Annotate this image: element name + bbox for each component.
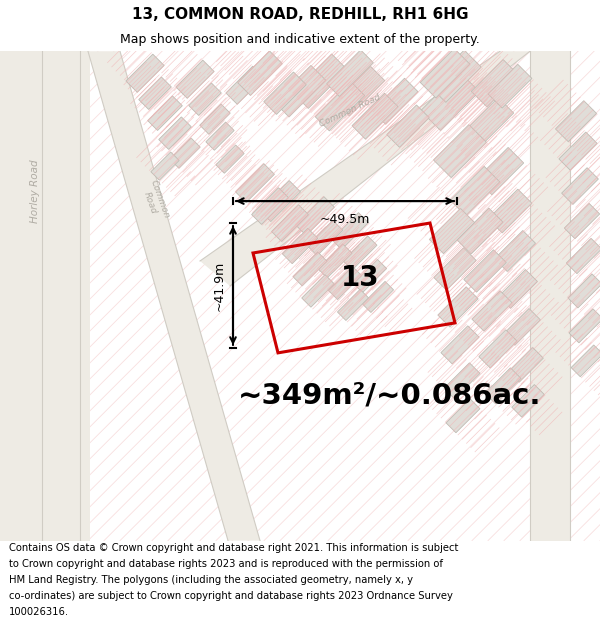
Polygon shape [444,363,480,399]
Polygon shape [264,72,306,114]
Polygon shape [457,208,503,254]
Text: ~41.9m: ~41.9m [212,261,226,311]
Polygon shape [88,51,260,541]
Polygon shape [512,384,544,417]
Polygon shape [559,132,597,170]
Polygon shape [272,204,308,241]
Text: co-ordinates) are subject to Crown copyright and database rights 2023 Ordnance S: co-ordinates) are subject to Crown copyr… [9,591,453,601]
Polygon shape [343,236,377,270]
Polygon shape [296,197,334,236]
Polygon shape [479,330,517,368]
Polygon shape [293,54,347,108]
Polygon shape [438,287,478,327]
Polygon shape [466,98,514,145]
Polygon shape [148,96,182,131]
Polygon shape [236,164,274,202]
Polygon shape [429,50,481,102]
Polygon shape [450,166,500,216]
Polygon shape [332,213,368,249]
Polygon shape [362,281,394,312]
Text: 13, COMMON ROAD, REDHILL, RH1 6HG: 13, COMMON ROAD, REDHILL, RH1 6HG [132,7,468,22]
Polygon shape [159,117,191,149]
Polygon shape [434,248,476,290]
Polygon shape [337,289,368,321]
Polygon shape [568,274,600,308]
Text: ~49.5m: ~49.5m [320,213,370,226]
Polygon shape [251,188,289,224]
Polygon shape [562,168,598,204]
Polygon shape [259,181,301,221]
Polygon shape [571,345,600,377]
Polygon shape [476,148,524,195]
Polygon shape [494,231,536,271]
Polygon shape [274,66,326,117]
Polygon shape [566,238,600,274]
Text: HM Land Registry. The polygons (including the associated geometry, namely x, y: HM Land Registry. The polygons (includin… [9,575,413,585]
Polygon shape [569,309,600,343]
Polygon shape [328,266,362,299]
Polygon shape [430,208,475,254]
Polygon shape [472,59,518,107]
Text: to Crown copyright and database rights 2023 and is reproduced with the permissio: to Crown copyright and database rights 2… [9,559,443,569]
Polygon shape [421,72,479,131]
Polygon shape [472,291,512,331]
Polygon shape [446,399,480,432]
Text: ~349m²/~0.086ac.: ~349m²/~0.086ac. [238,382,542,410]
Polygon shape [318,244,352,278]
Polygon shape [200,51,530,286]
Polygon shape [126,54,164,92]
Polygon shape [293,252,327,286]
Polygon shape [216,145,244,173]
Text: 100026316.: 100026316. [9,608,69,618]
Polygon shape [372,78,418,124]
Text: Common
Road: Common Road [139,179,171,223]
Polygon shape [556,101,596,142]
Polygon shape [488,64,532,108]
Polygon shape [189,83,221,116]
Polygon shape [226,66,264,104]
Polygon shape [488,189,532,233]
Polygon shape [352,93,398,139]
Polygon shape [387,105,429,148]
Polygon shape [307,221,343,256]
Text: Contains OS data © Crown copyright and database right 2021. This information is : Contains OS data © Crown copyright and d… [9,543,458,553]
Polygon shape [420,49,470,98]
Polygon shape [0,381,42,541]
Polygon shape [509,348,544,382]
Polygon shape [326,50,373,96]
Text: Map shows position and indicative extent of the property.: Map shows position and indicative extent… [120,34,480,46]
Polygon shape [441,326,479,364]
Polygon shape [283,228,317,264]
Polygon shape [200,104,230,134]
Polygon shape [176,60,214,98]
Text: 13: 13 [341,264,379,292]
Polygon shape [170,138,200,168]
Polygon shape [433,124,487,177]
Polygon shape [151,152,179,180]
Polygon shape [464,250,506,292]
Polygon shape [499,269,538,308]
Polygon shape [485,368,521,404]
Polygon shape [315,81,365,131]
Text: Horley Road: Horley Road [30,159,40,223]
Polygon shape [565,203,599,239]
Polygon shape [302,275,334,307]
Polygon shape [139,77,171,109]
Polygon shape [206,122,234,150]
Polygon shape [353,259,386,292]
Polygon shape [530,51,570,541]
Polygon shape [335,66,385,116]
Polygon shape [238,51,282,96]
Polygon shape [0,51,90,541]
Polygon shape [503,309,541,345]
Text: Common Road: Common Road [318,93,382,129]
